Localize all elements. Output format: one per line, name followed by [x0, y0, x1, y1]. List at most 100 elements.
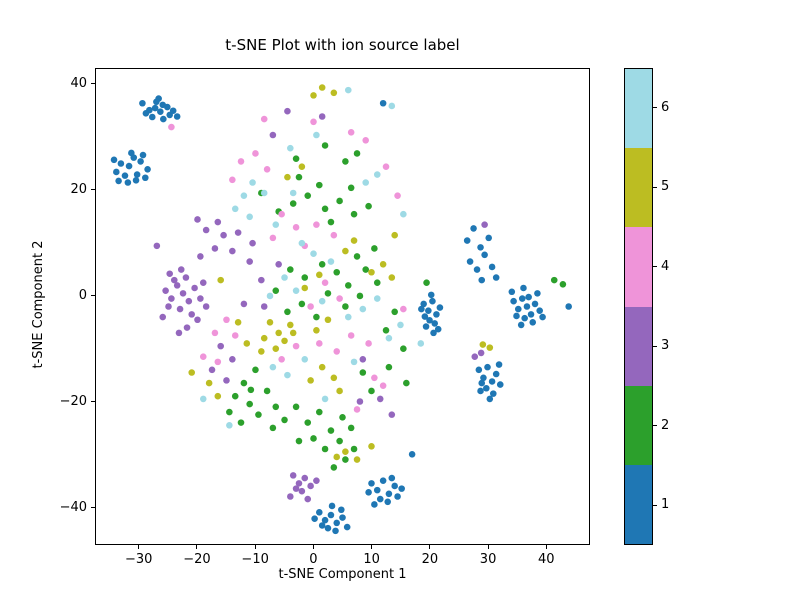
scatter-point [529, 319, 537, 326]
scatter-point [287, 321, 294, 329]
scatter-point [471, 353, 479, 360]
scatter-point [400, 305, 407, 313]
scatter-point [275, 329, 282, 337]
scatter-point [344, 282, 352, 289]
scatter-point [324, 290, 332, 297]
scatter-point [295, 480, 303, 487]
scatter-point [249, 239, 256, 247]
scatter-point [223, 377, 230, 384]
scatter-point [229, 247, 236, 255]
scatter-point [490, 390, 497, 397]
colorbar-segment-3 [625, 306, 652, 386]
scatter-point [373, 486, 381, 494]
scatter-point [278, 210, 285, 218]
colorbar-segment-6 [625, 69, 652, 149]
scatter-point [289, 189, 297, 197]
scatter-point [373, 295, 381, 302]
scatter-point [368, 387, 375, 395]
scatter-point [121, 172, 129, 179]
scatter-point [316, 408, 323, 416]
scatter-point [183, 324, 191, 331]
scatter-point [313, 477, 320, 484]
scatter-point [304, 495, 312, 503]
colorbar-tick-mark [653, 266, 657, 268]
scatter-point [318, 297, 326, 305]
y-tick-mark [91, 83, 95, 85]
scatter-point [313, 131, 320, 139]
scatter-point [272, 345, 280, 353]
colorbar-tick-label: 5 [661, 179, 670, 195]
y-tick-label: −40 [59, 499, 87, 515]
scatter-point [266, 292, 274, 300]
scatter-point [531, 300, 539, 308]
scatter-point [379, 260, 387, 268]
scatter-point [217, 276, 224, 284]
scatter-point [217, 342, 224, 350]
scatter-point [333, 348, 341, 355]
scatter-point [301, 355, 309, 363]
scatter-point [318, 260, 326, 268]
scatter-point [480, 374, 487, 382]
scatter-point [477, 349, 485, 357]
scatter-point [151, 104, 159, 112]
scatter-point [298, 239, 306, 247]
scatter-point [336, 437, 343, 445]
scatter-point [165, 303, 172, 310]
scatter-point [260, 334, 268, 342]
scatter-point [394, 192, 401, 199]
scatter-point [523, 303, 531, 310]
scatter-point [234, 319, 242, 326]
scatter-point [518, 295, 526, 302]
scatter-point [426, 316, 433, 324]
scatter-point [269, 234, 277, 242]
scatter-point [231, 392, 239, 400]
scatter-point [373, 279, 381, 286]
scatter-point [342, 303, 349, 310]
scatter-point [431, 320, 439, 327]
scatter-point [463, 237, 471, 244]
scatter-point [310, 250, 317, 258]
scatter-point [365, 340, 372, 347]
colorbar-segment-4 [625, 227, 652, 307]
scatter-point [292, 155, 300, 163]
scatter-point [272, 287, 280, 294]
scatter-point [513, 312, 520, 320]
scatter-point [333, 519, 341, 527]
scatter-point [139, 151, 147, 159]
x-tick-label: 40 [538, 552, 555, 567]
scatter-point [418, 305, 425, 313]
scatter-point [342, 158, 349, 165]
scatter-point [496, 381, 504, 388]
scatter-point [194, 216, 201, 223]
scatter-point [338, 506, 345, 514]
scatter-point [510, 297, 517, 305]
scatter-point [137, 158, 144, 165]
scatter-point [368, 268, 375, 276]
scatter-point [246, 258, 253, 265]
scatter-point [400, 345, 407, 353]
scatter-point [388, 411, 396, 418]
scatter-point [255, 411, 262, 418]
scatter-point [481, 251, 488, 259]
scatter-point [330, 374, 338, 382]
y-tick-mark [91, 507, 95, 509]
scatter-point [362, 179, 369, 186]
scatter-point [316, 340, 323, 347]
scatter-point [385, 334, 393, 342]
scatter-point [249, 179, 256, 186]
scatter-point [515, 305, 522, 313]
scatter-point [237, 419, 245, 426]
scatter-point [353, 253, 361, 260]
scatter-point [148, 113, 156, 121]
y-tick-mark [91, 189, 95, 191]
scatter-point [376, 495, 384, 503]
scatter-point [260, 303, 268, 310]
colorbar-tick-mark [653, 425, 657, 427]
colorbar-tick-mark [653, 504, 657, 506]
scatter-point [359, 305, 367, 313]
scatter-point [316, 509, 323, 516]
scatter-point [391, 482, 398, 490]
scatter-point [420, 300, 427, 308]
y-tick-label: 20 [70, 181, 87, 197]
scatter-point [330, 89, 338, 97]
